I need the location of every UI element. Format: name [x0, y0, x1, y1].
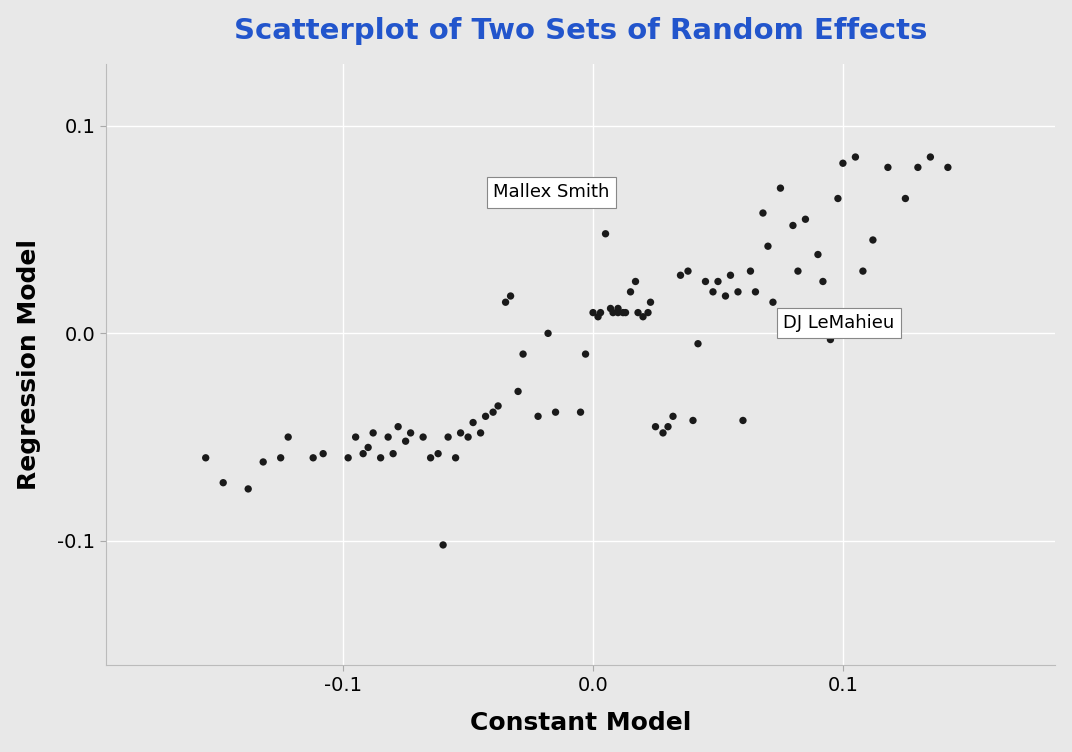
Text: DJ LeMahieu: DJ LeMahieu	[783, 314, 894, 332]
X-axis label: Constant Model: Constant Model	[470, 711, 691, 735]
Point	[789, 265, 806, 277]
Text: Mallex Smith: Mallex Smith	[493, 183, 610, 202]
Point	[659, 420, 676, 432]
Point	[214, 477, 232, 489]
Point	[629, 307, 646, 319]
Point	[464, 417, 481, 429]
Point	[689, 338, 706, 350]
Point	[610, 307, 627, 319]
Point	[359, 441, 376, 453]
Point	[502, 290, 519, 302]
Point	[742, 265, 759, 277]
Point	[385, 447, 402, 459]
Point	[485, 406, 502, 418]
Point	[785, 220, 802, 232]
Point	[939, 162, 956, 174]
Point	[379, 431, 397, 443]
Point	[530, 411, 547, 423]
Point	[922, 151, 939, 163]
Point	[509, 386, 526, 398]
Point	[747, 286, 764, 298]
Point	[864, 234, 881, 246]
Point	[834, 157, 851, 169]
Point	[197, 452, 214, 464]
Point	[879, 162, 896, 174]
Point	[539, 327, 556, 339]
Point	[440, 431, 457, 443]
Point	[490, 400, 507, 412]
Point	[364, 427, 382, 439]
Point	[584, 307, 601, 319]
Point	[654, 427, 671, 439]
Point	[452, 427, 470, 439]
Point	[815, 275, 832, 287]
Point	[622, 286, 639, 298]
Point	[854, 265, 872, 277]
Y-axis label: Regression Model: Regression Model	[17, 239, 41, 490]
Point	[355, 447, 372, 459]
Point	[547, 406, 564, 418]
Point	[704, 286, 721, 298]
Point	[635, 311, 652, 323]
Point	[340, 452, 357, 464]
Point	[447, 452, 464, 464]
Point	[680, 265, 697, 277]
Point	[897, 193, 914, 205]
Point	[572, 406, 590, 418]
Point	[592, 307, 609, 319]
Point	[347, 431, 364, 443]
Point	[402, 427, 419, 439]
Point	[639, 307, 656, 319]
Point	[240, 483, 257, 495]
Point	[909, 162, 926, 174]
Point	[460, 431, 477, 443]
Point	[822, 334, 839, 346]
Point	[430, 447, 447, 459]
Point	[415, 431, 432, 443]
Point	[472, 427, 489, 439]
Point	[477, 411, 494, 423]
Point	[422, 452, 440, 464]
Point	[847, 151, 864, 163]
Point	[602, 302, 620, 314]
Point	[796, 214, 814, 226]
Point	[614, 307, 631, 319]
Point	[809, 248, 827, 260]
Point	[610, 302, 627, 314]
Point	[755, 207, 772, 219]
Point	[627, 275, 644, 287]
Point	[721, 269, 739, 281]
Point	[717, 290, 734, 302]
Point	[672, 269, 689, 281]
Point	[605, 307, 622, 319]
Point	[665, 411, 682, 423]
Point	[684, 414, 701, 426]
Point	[314, 447, 331, 459]
Point	[397, 435, 414, 447]
Point	[434, 539, 451, 551]
Point	[772, 182, 789, 194]
Point	[577, 348, 594, 360]
Point	[515, 348, 532, 360]
Point	[497, 296, 515, 308]
Point	[590, 311, 607, 323]
Point	[697, 275, 714, 287]
Point	[830, 193, 847, 205]
Title: Scatterplot of Two Sets of Random Effects: Scatterplot of Two Sets of Random Effect…	[234, 17, 927, 44]
Point	[710, 275, 727, 287]
Point	[729, 286, 746, 298]
Point	[280, 431, 297, 443]
Point	[255, 456, 272, 468]
Point	[734, 414, 751, 426]
Point	[617, 307, 635, 319]
Point	[272, 452, 289, 464]
Point	[642, 296, 659, 308]
Point	[389, 420, 406, 432]
Point	[764, 296, 781, 308]
Point	[597, 228, 614, 240]
Point	[304, 452, 322, 464]
Point	[372, 452, 389, 464]
Point	[759, 240, 776, 252]
Point	[646, 420, 664, 432]
